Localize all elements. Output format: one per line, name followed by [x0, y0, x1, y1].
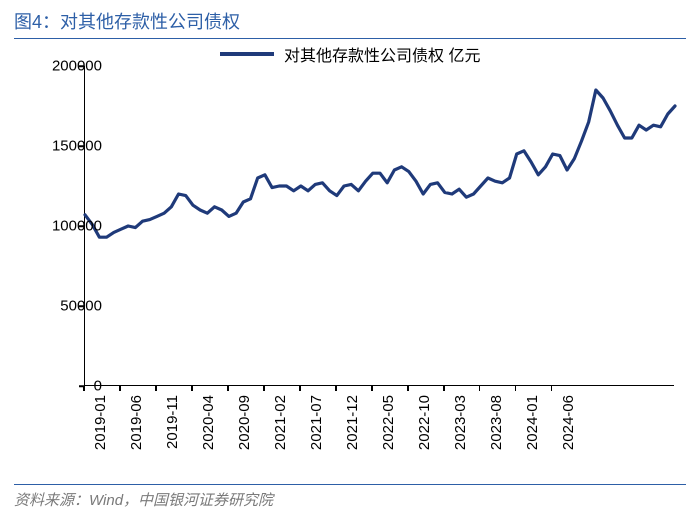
y-tick-mark — [79, 225, 84, 227]
x-tick-label: 2023-08 — [488, 395, 505, 465]
x-tick-mark — [407, 386, 409, 391]
data-line — [85, 90, 675, 237]
x-tick-label: 2023-03 — [452, 395, 469, 465]
chart-footer: 资料来源：Wind，中国银河证券研究院 — [14, 484, 686, 510]
x-tick-mark — [479, 386, 481, 391]
x-tick-mark — [515, 386, 517, 391]
x-tick-mark — [155, 386, 157, 391]
x-tick-mark — [443, 386, 445, 391]
x-tick-label: 2021-02 — [272, 395, 289, 465]
y-tick-label: 0 — [32, 378, 102, 395]
x-tick-mark — [191, 386, 193, 391]
chart-container: 图4：对其他存款性公司债权 对其他存款性公司债权 亿元 资料来源：Wind，中国… — [0, 0, 700, 520]
x-tick-mark — [335, 386, 337, 391]
x-tick-mark — [299, 386, 301, 391]
y-tick-label: 100000 — [32, 218, 102, 235]
x-tick-label: 2024-06 — [560, 395, 577, 465]
line-chart-svg — [85, 66, 675, 386]
x-tick-mark — [119, 386, 121, 391]
y-tick-label: 50000 — [32, 298, 102, 315]
y-tick-mark — [79, 305, 84, 307]
x-tick-label: 2019-11 — [164, 395, 181, 465]
x-tick-mark — [371, 386, 373, 391]
x-tick-mark — [263, 386, 265, 391]
y-tick-mark — [79, 145, 84, 147]
legend-line-swatch — [220, 52, 274, 56]
chart-title: 图4：对其他存款性公司债权 — [14, 8, 686, 39]
legend: 对其他存款性公司债权 亿元 — [0, 42, 700, 66]
x-tick-label: 2021-07 — [308, 395, 325, 465]
x-tick-label: 2019-01 — [92, 395, 109, 465]
x-tick-label: 2022-05 — [380, 395, 397, 465]
legend-label: 对其他存款性公司债权 亿元 — [284, 48, 480, 65]
x-tick-label: 2022-10 — [416, 395, 433, 465]
x-tick-label: 2020-04 — [200, 395, 217, 465]
x-tick-label: 2019-06 — [128, 395, 145, 465]
x-tick-mark — [227, 386, 229, 391]
x-tick-mark — [83, 386, 85, 391]
x-tick-label: 2021-12 — [344, 395, 361, 465]
x-tick-label: 2020-09 — [236, 395, 253, 465]
y-tick-label: 200000 — [32, 58, 102, 75]
y-tick-label: 150000 — [32, 138, 102, 155]
x-tick-mark — [551, 386, 553, 391]
y-tick-mark — [79, 65, 84, 67]
plot-area — [84, 66, 674, 386]
x-tick-label: 2024-01 — [524, 395, 541, 465]
